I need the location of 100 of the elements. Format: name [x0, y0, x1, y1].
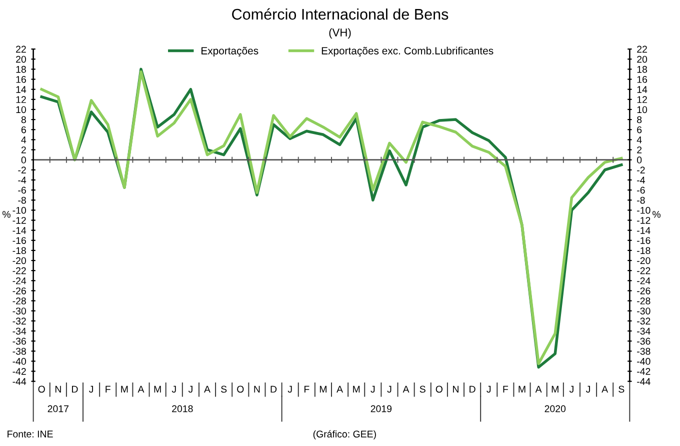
y-tick-label: -24: [12, 277, 26, 284]
y-tick-label: -36: [12, 338, 26, 345]
y2-tick-label: 2: [637, 146, 642, 154]
y2-tick-label: -32: [637, 318, 650, 325]
y2-tick-label: 4: [636, 136, 642, 144]
y-tick-label: -10: [12, 206, 26, 214]
y2-tick-label: -8: [637, 196, 645, 204]
y2-tick-label: -36: [637, 338, 650, 345]
x-tick-label: D: [270, 386, 277, 393]
y2-tick-label: -30: [637, 308, 650, 314]
y-tick-label: -8: [18, 196, 26, 204]
y2-tick-label: -40: [637, 358, 650, 365]
source-note: Fonte: INE: [8, 430, 53, 438]
y-tick-label: -2: [18, 166, 26, 174]
x-tick-label: N: [55, 386, 61, 393]
text: 2020: [544, 405, 566, 412]
x-tick-label: S: [618, 386, 624, 393]
y2-tick-label: -34: [637, 328, 650, 335]
x-tick-label: A: [602, 386, 608, 393]
x-tick-label: O: [38, 386, 45, 393]
y2-tick-label: 20: [637, 56, 648, 63]
y2-tick-label: -16: [637, 237, 650, 244]
y2-tick-label: 22: [637, 46, 647, 53]
y2-tick-label: -38: [637, 348, 650, 355]
y2-tick-label: -6: [637, 186, 645, 194]
y-tick-label: 12: [16, 96, 26, 103]
x-tick-label: F: [106, 386, 110, 393]
y2-tick-label: 18: [637, 66, 648, 73]
y-tick-label: -32: [12, 318, 26, 325]
x-tick-label: J: [387, 386, 392, 393]
x-tick-label: J: [486, 386, 491, 393]
y2-tick-label: -14: [637, 227, 650, 234]
chart-title: Comércio Internacional de Bens: [232, 8, 448, 20]
y2-tick-label: -22: [637, 267, 650, 274]
y2-tick-label: 12: [637, 96, 647, 103]
y-tick-label: 22: [16, 46, 26, 53]
x-tick-label: O: [436, 386, 442, 393]
x-tick-label: A: [336, 386, 344, 393]
y-tick-label: -18: [12, 247, 26, 254]
x-tick-label: A: [204, 386, 210, 393]
y-tick-label: -28: [12, 298, 26, 304]
y2-tick-label: -44: [637, 378, 650, 385]
x-tick-label: D: [470, 386, 476, 393]
x-tick-label: J: [288, 386, 292, 393]
x-tick-label: M: [353, 386, 360, 393]
y-tick-label: -16: [12, 237, 26, 244]
y2-tick-label: -4: [637, 176, 645, 184]
legend-label: Exportações: [202, 46, 258, 57]
y2-tick-label: -42: [637, 368, 650, 375]
x-tick-label: A: [138, 386, 144, 393]
y-tick-label: -20: [12, 257, 26, 264]
y-tick-label: 16: [16, 76, 26, 83]
y2-tick-label: -10: [637, 206, 650, 214]
y2-tick-label: -12: [637, 216, 650, 224]
y2-tick-label: -28: [637, 298, 650, 304]
y-tick-label: 2: [21, 146, 26, 154]
x-tick-label: J: [172, 386, 176, 393]
y2-tick-label: 10: [637, 106, 648, 114]
x-tick-label: S: [221, 386, 227, 393]
x-tick-label: M: [518, 386, 526, 393]
y-tick-label: 20: [16, 56, 26, 63]
y2-axis-title: %: [652, 210, 660, 218]
y2-tick-label: -18: [637, 247, 650, 254]
y2-tick-label: -26: [637, 287, 650, 294]
x-tick-label: N: [254, 386, 260, 393]
y2-tick-label: -20: [637, 257, 650, 264]
y-tick-label: -42: [12, 368, 26, 375]
y-tick-label: -44: [12, 378, 26, 385]
text: (Gráfico: GEE): [313, 430, 376, 440]
y-tick-label: 0: [21, 156, 26, 164]
x-tick-label: M: [320, 386, 326, 393]
y-tick-label: -34: [12, 328, 26, 335]
y-tick-label: 8: [21, 116, 26, 124]
y-axis-title: %: [2, 210, 10, 218]
y-tick-label: -26: [12, 287, 26, 294]
y2-tick-label: -24: [637, 277, 650, 284]
y-tick-label: -12: [12, 216, 26, 224]
y2-tick-label: -2: [637, 166, 645, 174]
y-tick-label: 14: [16, 86, 26, 93]
y2-tick-label: 16: [637, 76, 648, 83]
y2-tick-label: 6: [637, 126, 642, 134]
x-tick-label: J: [370, 386, 375, 393]
x-tick-label: F: [503, 386, 508, 393]
x-tick-label: J: [586, 386, 590, 393]
y2-tick-label: 0: [637, 156, 642, 164]
text: 2019: [370, 405, 392, 412]
y-tick-label: -40: [12, 358, 26, 365]
y2-tick-label: 8: [637, 116, 642, 124]
y-tick-label: -30: [12, 308, 26, 314]
x-tick-label: N: [453, 386, 458, 393]
x-tick-label: O: [237, 386, 244, 393]
y-tick-label: -6: [18, 186, 26, 194]
x-tick-label: M: [121, 386, 128, 393]
y-tick-label: -22: [12, 267, 26, 274]
x-tick-label: A: [535, 386, 542, 393]
text: 2018: [172, 405, 193, 412]
y-tick-label: 4: [21, 136, 26, 144]
y-tick-label: 6: [21, 126, 26, 134]
y-tick-label: -14: [12, 227, 26, 234]
x-tick-label: M: [154, 386, 161, 393]
